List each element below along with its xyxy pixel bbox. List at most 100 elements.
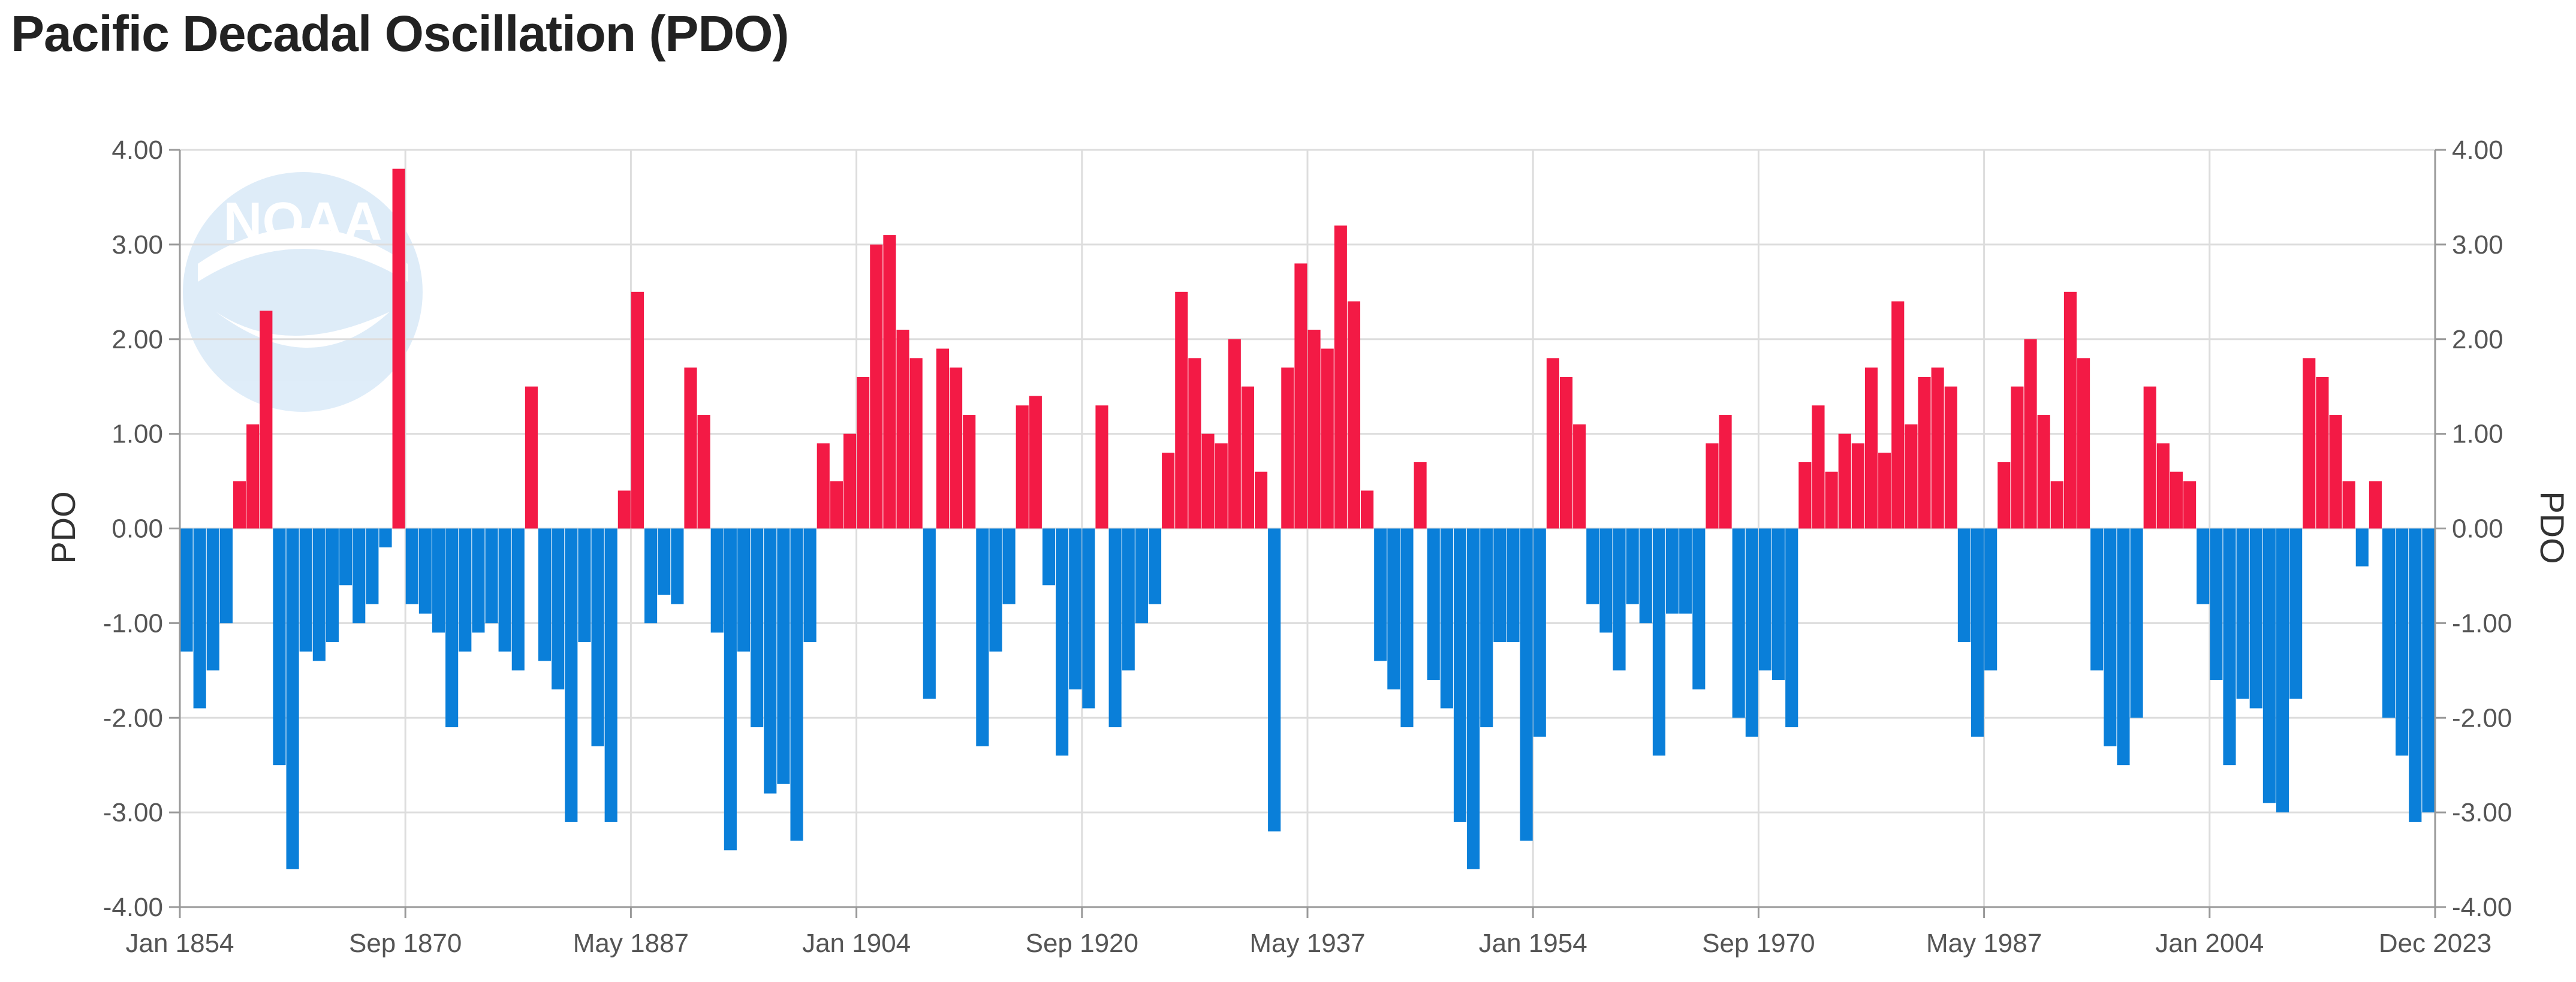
pdo-bar-positive bbox=[2011, 386, 2024, 529]
pdo-bar-negative bbox=[2396, 528, 2409, 756]
y-tick-label-left: 4.00 bbox=[112, 135, 163, 165]
pdo-bar-negative bbox=[206, 528, 219, 671]
pdo-bar-negative bbox=[1082, 528, 1095, 709]
pdo-bar-positive bbox=[1016, 405, 1029, 529]
pdo-bar-negative bbox=[764, 528, 777, 794]
pdo-bar-negative bbox=[1639, 528, 1652, 623]
y-tick-label-right: 0.00 bbox=[2452, 514, 2503, 544]
pdo-bar-positive bbox=[233, 481, 246, 529]
bars-layer bbox=[180, 168, 2435, 869]
pdo-bar-negative bbox=[193, 528, 206, 709]
pdo-bar-negative bbox=[326, 528, 339, 642]
pdo-bar-negative bbox=[1971, 528, 1984, 737]
pdo-bar-positive bbox=[2024, 339, 2037, 529]
pdo-bar-negative bbox=[1520, 528, 1533, 841]
pdo-bar-negative bbox=[710, 528, 724, 633]
pdo-bar-negative bbox=[923, 528, 936, 699]
pdo-bar-negative bbox=[459, 528, 472, 652]
pdo-bar-negative bbox=[405, 528, 418, 604]
pdo-bar-negative bbox=[751, 528, 764, 728]
y-tick-label-left: 0.00 bbox=[112, 514, 163, 544]
pdo-bar-positive bbox=[883, 235, 896, 529]
pdo-bar-positive bbox=[1838, 433, 1851, 529]
pdo-bar-negative bbox=[658, 528, 671, 595]
pdo-bar-positive bbox=[1546, 358, 1559, 529]
pdo-bar-positive bbox=[2170, 471, 2183, 529]
y-tick-label-left: -3.00 bbox=[103, 798, 163, 827]
pdo-bar-negative bbox=[1069, 528, 1082, 689]
pdo-bar-negative bbox=[2210, 528, 2223, 680]
pdo-bar-positive bbox=[1254, 471, 1268, 529]
x-tick-label: May 1937 bbox=[1249, 929, 1365, 958]
pdo-bar-positive bbox=[1864, 368, 1878, 529]
pdo-bar-positive bbox=[2183, 481, 2197, 529]
pdo-bar-negative bbox=[498, 528, 511, 652]
pdo-bar-positive bbox=[1851, 443, 1864, 529]
pdo-bar-negative bbox=[432, 528, 445, 633]
pdo-bar-negative bbox=[1957, 528, 1971, 642]
pdo-bar-negative bbox=[1122, 528, 1135, 671]
pdo-bar-positive bbox=[1307, 329, 1321, 529]
y-axis-title-left: PDO bbox=[44, 491, 82, 564]
pdo-bar-positive bbox=[936, 348, 950, 529]
pdo-bar-negative bbox=[538, 528, 552, 661]
pdo-bar-positive bbox=[617, 490, 631, 529]
pdo-bar-positive bbox=[1798, 462, 1812, 529]
pdo-bar-positive bbox=[1294, 263, 1307, 529]
pdo-bar-negative bbox=[671, 528, 684, 604]
pdo-bar-negative bbox=[989, 528, 1002, 652]
x-tick-label: Jan 2004 bbox=[2155, 929, 2264, 958]
x-tick-label: Jan 1904 bbox=[802, 929, 911, 958]
pdo-bar-negative bbox=[1586, 528, 1599, 604]
pdo-bar-negative bbox=[2130, 528, 2143, 718]
pdo-bar-positive bbox=[1414, 462, 1427, 529]
pdo-bar-positive bbox=[697, 415, 710, 529]
pdo-bar-negative bbox=[339, 528, 352, 586]
pdo-bar-positive bbox=[260, 311, 273, 529]
pdo-bar-negative bbox=[1135, 528, 1148, 623]
pdo-bar-negative bbox=[1108, 528, 1122, 728]
pdo-bar-positive bbox=[246, 424, 260, 529]
pdo-bar-negative bbox=[485, 528, 498, 623]
pdo-bar-negative bbox=[591, 528, 604, 746]
pdo-bar-negative bbox=[737, 528, 751, 652]
pdo-bar-negative bbox=[1493, 528, 1507, 642]
pdo-bar-negative bbox=[724, 528, 737, 851]
pdo-bar-negative bbox=[1268, 528, 1281, 832]
pdo-bar-negative bbox=[1652, 528, 1665, 756]
pdo-bar-negative bbox=[1533, 528, 1546, 737]
pdo-bar-negative bbox=[299, 528, 312, 652]
pdo-bar-negative bbox=[1665, 528, 1679, 614]
pdo-bar-positive bbox=[1944, 386, 1957, 529]
pdo-bar-negative bbox=[644, 528, 658, 623]
pdo-bar-negative bbox=[1613, 528, 1626, 671]
pdo-bar-positive bbox=[1706, 443, 1719, 529]
y-tick-label-right: -4.00 bbox=[2452, 893, 2512, 922]
y-tick-label-right: -2.00 bbox=[2452, 703, 2512, 733]
y-tick-label-right: -3.00 bbox=[2452, 798, 2512, 827]
pdo-bar-positive bbox=[963, 415, 976, 529]
pdo-bar-positive bbox=[870, 244, 883, 529]
pdo-bar-negative bbox=[472, 528, 485, 633]
pdo-bar-positive bbox=[1361, 490, 1374, 529]
pdo-bar-negative bbox=[1785, 528, 1798, 728]
pdo-bar-positive bbox=[2077, 358, 2090, 529]
pdo-bar-negative bbox=[2249, 528, 2262, 709]
pdo-bar-positive bbox=[1347, 301, 1361, 529]
pdo-bar-negative bbox=[286, 528, 299, 869]
pdo-bar-negative bbox=[2104, 528, 2117, 746]
pdo-bar-negative bbox=[604, 528, 617, 822]
pdo-bar-negative bbox=[1692, 528, 1706, 689]
pdo-bar-negative bbox=[2090, 528, 2104, 671]
pdo-bar-negative bbox=[1374, 528, 1387, 661]
y-tick-label-left: -1.00 bbox=[103, 609, 163, 638]
pdo-bar-negative bbox=[803, 528, 817, 642]
pdo-bar-negative bbox=[1148, 528, 1162, 604]
x-tick-label: May 1887 bbox=[573, 929, 689, 958]
watermark-text: NOAA bbox=[224, 192, 382, 252]
pdo-bar-positive bbox=[1559, 376, 1573, 529]
pdo-bar-negative bbox=[1745, 528, 1758, 737]
pdo-bar-negative bbox=[1467, 528, 1480, 869]
y-tick-label-right: 2.00 bbox=[2452, 325, 2503, 354]
